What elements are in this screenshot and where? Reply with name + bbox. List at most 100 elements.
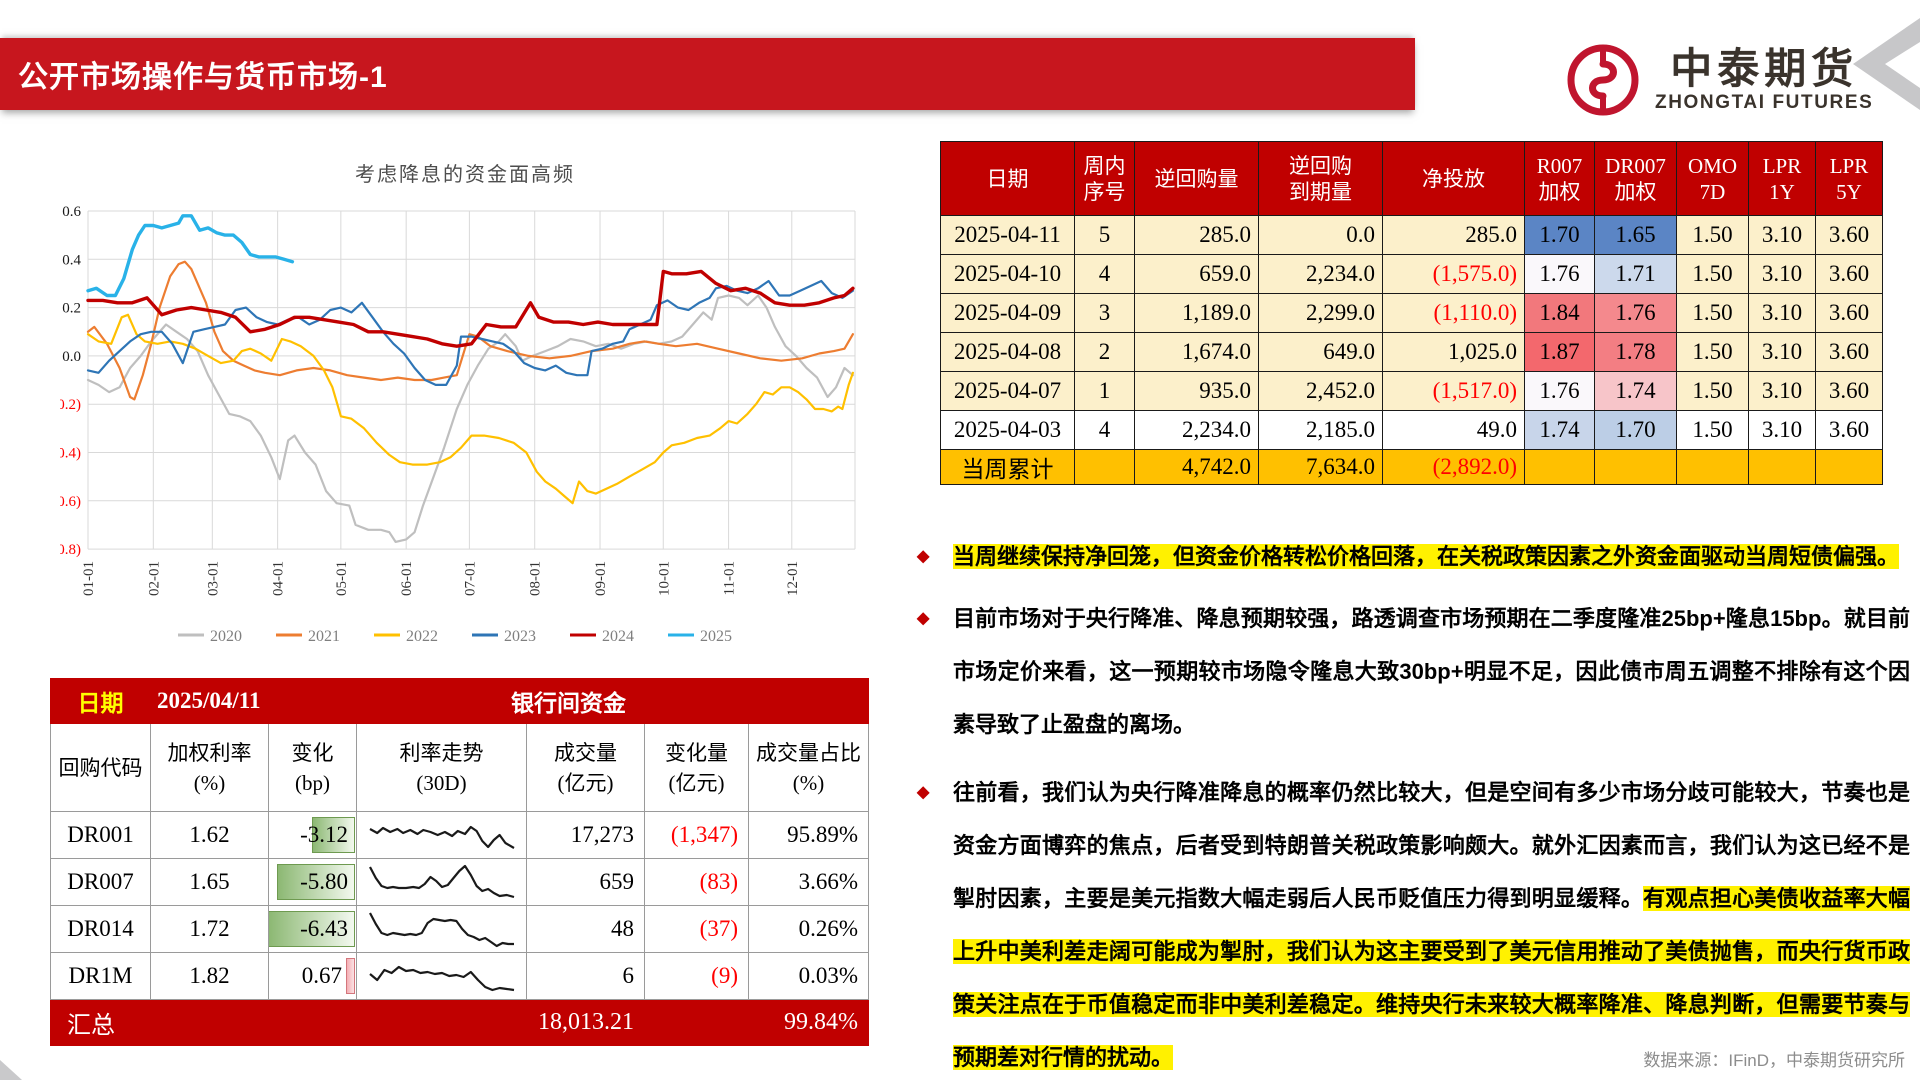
omo-cell: (1,575.0) <box>1382 254 1525 294</box>
change-databar <box>276 864 355 900</box>
volume-change: (1,347) <box>644 811 749 859</box>
total-volume: 18,013.21 <box>526 999 645 1046</box>
omo-cell: 285.0 <box>1382 215 1525 255</box>
omo-cell: 1.71 <box>1594 254 1677 294</box>
y-axis-tick: (0.8) <box>60 542 81 558</box>
omo-cell: 2025-04-11 <box>940 215 1075 255</box>
omo-cell: 285.0 <box>1134 215 1259 255</box>
omo-column-header: DR007 加权 <box>1594 141 1677 216</box>
funds-column-header: 变化量 (亿元) <box>644 723 749 812</box>
omo-cell: 3.60 <box>1815 410 1883 450</box>
volume-share: 0.03% <box>748 952 869 1000</box>
omo-column-header: LPR 1Y <box>1748 141 1816 216</box>
slide-title-banner: 公开市场操作与货币市场-1 <box>0 38 1415 110</box>
omo-cell: 3.10 <box>1748 293 1816 333</box>
x-axis-tick: 05-01 <box>334 561 350 596</box>
omo-total-cell: 4,742.0 <box>1134 449 1259 485</box>
omo-column-header: 净投放 <box>1382 141 1525 216</box>
omo-column-header: 日期 <box>940 141 1075 216</box>
interbank-funds-table: 日期 2025/04/11 银行间资金 回购代码 加权利率 (%) 变化 (bp) 利率走势 (3… <box>50 678 869 1046</box>
omo-cell: 3.60 <box>1815 293 1883 333</box>
omo-table-body: 2025-04-11 5 285.0 0.0 285.0 1.70 1.65 1.50 3.10… <box>940 215 1883 485</box>
omo-cell: 1.65 <box>1594 215 1677 255</box>
x-axis-tick: 01-01 <box>81 561 97 596</box>
omo-cell: 1,025.0 <box>1382 332 1525 372</box>
omo-cell: 2025-04-10 <box>940 254 1075 294</box>
omo-cell: 5 <box>1074 215 1135 255</box>
funds-header-row: 回购代码 加权利率 (%) 变化 (bp) 利率走势 (30D) 成交量 (亿元) 变化量 (亿元)… <box>50 723 869 812</box>
omo-cell: 1.76 <box>1524 371 1595 411</box>
funds-table-body: 日期 2025/04/11 银行间资金 回购代码 加权利率 (%) 变化 (bp) 利率走势 (3… <box>50 678 869 1046</box>
omo-cell: 1.50 <box>1676 332 1749 372</box>
funds-total-row: 汇总 18,013.21 99.84% <box>50 999 869 1046</box>
weighted-rate: 1.82 <box>150 952 269 1000</box>
funds-column-header: 成交量 (亿元) <box>526 723 645 812</box>
series-line-2025 <box>86 214 295 298</box>
omo-cell: 3.10 <box>1748 332 1816 372</box>
corner-chevron-decoration <box>1853 18 1920 110</box>
series-line-2024 <box>86 269 855 348</box>
volume: 659 <box>526 858 645 906</box>
legend-item: 2025 <box>700 628 732 645</box>
funds-group-title: 银行间资金 <box>268 678 869 724</box>
omo-total-cell <box>1815 449 1883 485</box>
x-axis-tick: 06-01 <box>399 561 415 596</box>
omo-column-header: R007 加权 <box>1524 141 1595 216</box>
bullet-paragraph: ◆ 往前看，我们认为央行降准降息的概率仍然比较大，但是空间有多少市场分歧可能较大，… <box>915 766 1910 1084</box>
omo-cell: 1.50 <box>1676 215 1749 255</box>
legend-item: 2024 <box>602 628 634 645</box>
omo-total-cell: (2,892.0) <box>1382 449 1525 485</box>
omo-total-cell: 当周累计 <box>940 449 1075 485</box>
x-axis-tick: 04-01 <box>271 561 287 596</box>
zhongtai-emblem-icon <box>1567 44 1639 116</box>
funds-table-row: DR001 1.62 -3.12 17,273 (1,347) 95.89% <box>50 811 869 859</box>
series-line-2021 <box>86 260 855 401</box>
omo-cell: (1,517.0) <box>1382 371 1525 411</box>
omo-cell: 935.0 <box>1134 371 1259 411</box>
omo-cell: 3 <box>1074 293 1135 333</box>
volume-change: (83) <box>644 858 749 906</box>
logo-name-en: ZHONGTAI FUTURES <box>1655 92 1874 113</box>
omo-cell: 3.10 <box>1748 215 1816 255</box>
omo-cell: 2025-04-03 <box>940 410 1075 450</box>
weighted-rate: 1.62 <box>150 811 269 859</box>
y-axis-tick: (0.2) <box>60 397 81 413</box>
chart-title: 考虑降息的资金面高频 <box>355 164 575 186</box>
corner-triangle-decoration <box>0 1060 22 1080</box>
omo-total-cell <box>1594 449 1677 485</box>
funds-column-header: 利率走势 (30D) <box>356 723 527 812</box>
trend-cell <box>356 858 527 906</box>
repo-code: DR1M <box>50 952 151 1000</box>
volume: 17,273 <box>526 811 645 859</box>
rate-change-cell: -6.43 <box>268 905 357 953</box>
omo-total-cell <box>1074 449 1135 485</box>
omo-cell: 1.78 <box>1594 332 1677 372</box>
diamond-bullet-icon: ◆ <box>917 610 930 627</box>
volume: 6 <box>526 952 645 1000</box>
omo-cell: 1.87 <box>1524 332 1595 372</box>
omo-column-header: OMO 7D <box>1676 141 1749 216</box>
omo-total-cell <box>1524 449 1595 485</box>
omo-cell: 1.74 <box>1594 371 1677 411</box>
omo-cell: 3.10 <box>1748 410 1816 450</box>
omo-total-cell: 7,634.0 <box>1258 449 1383 485</box>
change-databar <box>312 817 355 853</box>
omo-cell: 3.60 <box>1815 332 1883 372</box>
funds-table-row: DR1M 1.82 0.67 6 (9) 0.03% <box>50 952 869 1000</box>
omo-cell: 1.84 <box>1524 293 1595 333</box>
y-axis-tick: 0.2 <box>62 301 81 317</box>
body-text: 目前市场对于央行降准、降息预期较强，路透调查市场预期在二季度隆准25bp+隆息1… <box>953 606 1910 737</box>
diamond-bullet-icon: ◆ <box>917 548 930 565</box>
x-axis-tick: 07-01 <box>462 561 478 596</box>
data-source-note: 数据来源：IFinD，中泰期货研究所 <box>1643 1051 1905 1070</box>
diamond-bullet-icon: ◆ <box>917 784 930 801</box>
omo-total-cell <box>1676 449 1749 485</box>
x-axis-tick: 09-01 <box>593 561 609 596</box>
omo-table-header: 日期 周内 序号 逆回购量 逆回购 到期量 净投放 R007 加权 DR007 加权 OMO 7D LPR… <box>940 141 1883 216</box>
highlighted-text: 当周继续保持净回笼，但资金价格转松价格回落，在关税政策因素之外资金面驱动当周短债… <box>953 544 1900 569</box>
omo-table-row: 2025-04-09 3 1,189.0 2,299.0 (1,110.0) 1.84 1.… <box>940 293 1883 333</box>
funds-title-row: 日期 2025/04/11 银行间资金 <box>50 678 869 724</box>
x-axis-tick: 11-01 <box>722 561 738 595</box>
funding-rate-line-chart: 0.6 0.4 0.2 0.0 (0.2) (0.4) (0.6) (0.8)01-01 02-… <box>60 204 856 645</box>
body-text: 往前看，我们认为央行降准降息的概率仍然比较大，但是空间有多少市场分歧可能较大，节… <box>953 780 1910 911</box>
